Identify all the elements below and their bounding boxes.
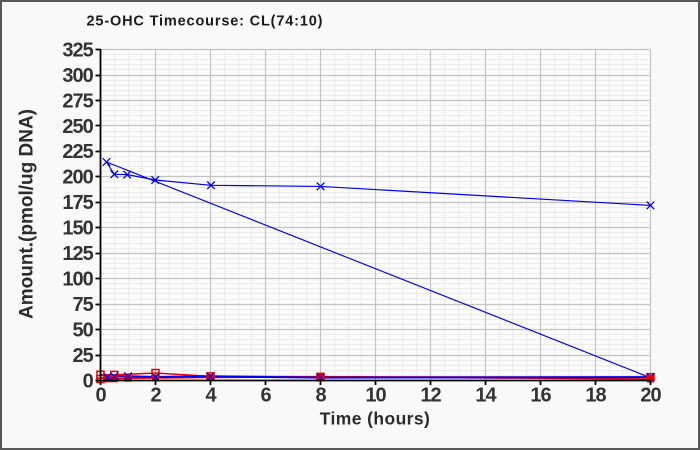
svg-text:250: 250 bbox=[62, 116, 93, 138]
svg-text:25-OHC Timecourse: CL(74:10): 25-OHC Timecourse: CL(74:10) bbox=[87, 14, 323, 30]
svg-text:Amount.(pmol/ug DNA): Amount.(pmol/ug DNA) bbox=[17, 109, 38, 319]
svg-text:10: 10 bbox=[365, 384, 386, 406]
svg-text:20: 20 bbox=[640, 384, 661, 406]
svg-text:2: 2 bbox=[150, 384, 161, 406]
svg-text:125: 125 bbox=[62, 243, 93, 265]
svg-text:25: 25 bbox=[73, 345, 94, 367]
svg-text:0: 0 bbox=[83, 370, 94, 392]
svg-text:14: 14 bbox=[475, 384, 497, 406]
svg-text:75: 75 bbox=[73, 294, 94, 316]
svg-text:18: 18 bbox=[585, 384, 606, 406]
svg-text:275: 275 bbox=[62, 90, 93, 112]
svg-text:4: 4 bbox=[205, 384, 217, 406]
svg-text:300: 300 bbox=[62, 65, 93, 87]
svg-text:150: 150 bbox=[62, 218, 93, 240]
svg-text:225: 225 bbox=[62, 141, 93, 163]
svg-text:16: 16 bbox=[530, 384, 551, 406]
svg-text:Time (hours): Time (hours) bbox=[320, 408, 430, 428]
svg-text:6: 6 bbox=[260, 384, 271, 406]
svg-text:12: 12 bbox=[420, 384, 441, 406]
svg-text:100: 100 bbox=[62, 268, 93, 290]
svg-text:325: 325 bbox=[62, 39, 93, 61]
svg-text:200: 200 bbox=[62, 167, 93, 189]
svg-text:8: 8 bbox=[315, 384, 326, 406]
svg-text:0: 0 bbox=[95, 384, 106, 406]
svg-text:175: 175 bbox=[62, 192, 93, 214]
svg-text:50: 50 bbox=[73, 319, 94, 341]
